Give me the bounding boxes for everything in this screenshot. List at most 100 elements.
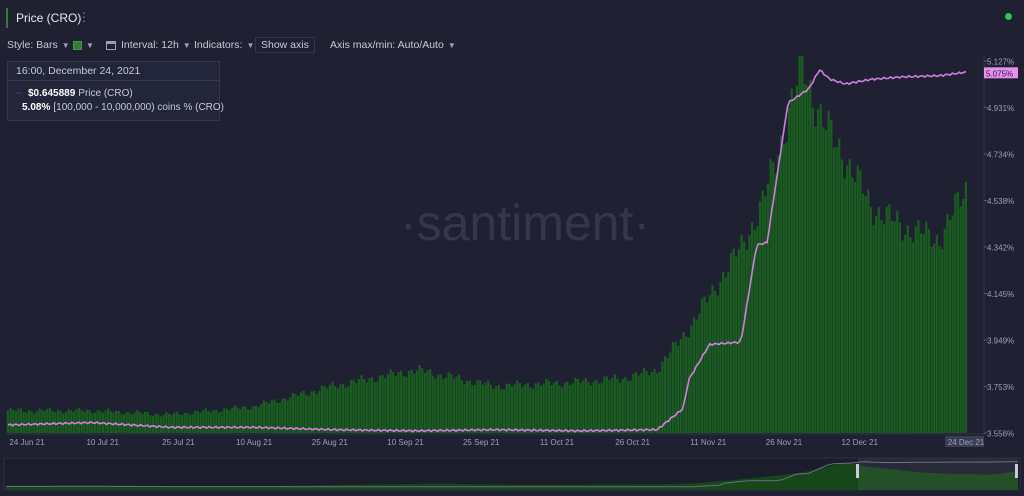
price-bar: [597, 383, 601, 433]
price-bar: [846, 165, 849, 433]
price-bar: [553, 382, 556, 433]
price-bar: [611, 377, 614, 433]
price-bar: [12, 409, 15, 433]
show-axis-label: Show axis: [255, 37, 315, 53]
chevron-down-icon: ▼: [61, 40, 70, 50]
price-bar: [460, 380, 463, 433]
price-bar: [355, 383, 358, 433]
price-bar: [347, 386, 350, 433]
price-bar: [838, 138, 841, 434]
price-bar: [893, 221, 896, 433]
price-bar: [529, 387, 532, 433]
color-swatch-icon: [73, 40, 82, 50]
price-bar: [363, 379, 366, 433]
price-bar: [561, 387, 564, 433]
price-bar: [144, 411, 147, 433]
price-bar: [948, 220, 952, 433]
price-bar: [669, 352, 672, 433]
kebab-menu-icon[interactable]: ⋮: [78, 10, 90, 24]
x-axis-tick-label: 26 Nov 21: [766, 438, 803, 447]
price-bar: [458, 374, 461, 433]
price-bar: [54, 412, 57, 433]
price-bar: [817, 108, 820, 434]
price-bar: [70, 410, 73, 433]
price-bar: [318, 391, 321, 433]
price-bar: [719, 281, 722, 433]
price-bar: [326, 388, 329, 433]
price-bar: [576, 378, 580, 433]
indicators-dropdown[interactable]: Indicators: ▼: [194, 36, 254, 54]
price-bar: [254, 405, 258, 433]
navigator-selection: [858, 458, 1018, 490]
price-bar: [732, 248, 735, 433]
price-bar: [851, 177, 854, 433]
price-bar: [136, 410, 139, 433]
price-bar: [592, 381, 595, 433]
price-bar: [571, 383, 574, 433]
x-axis-tick-label: 10 Sep 21: [387, 438, 424, 447]
price-bar: [352, 380, 355, 433]
price-bar: [867, 189, 870, 433]
price-bar: [824, 130, 828, 433]
price-bar: [175, 411, 178, 433]
price-bar: [695, 319, 698, 433]
price-bar: [122, 414, 126, 433]
price-bar: [302, 390, 305, 433]
price-bar: [510, 386, 514, 433]
price-bar: [682, 332, 685, 433]
price-bar: [281, 398, 284, 433]
tooltip-coins-value: 5.08%: [22, 101, 51, 113]
price-bar: [508, 383, 511, 433]
axis-dropdown[interactable]: Axis max/min: Auto/Auto ▼: [330, 36, 456, 54]
price-bar: [188, 415, 192, 433]
price-bar: [919, 233, 923, 433]
chevron-down-icon: ▼: [447, 40, 456, 50]
price-bar: [360, 375, 363, 433]
price-bar: [666, 357, 669, 433]
price-bar: [935, 234, 938, 433]
price-bar: [558, 385, 561, 433]
price-bar: [500, 389, 503, 433]
price-bar: [714, 290, 717, 433]
price-bar: [587, 382, 590, 433]
price-bar: [658, 371, 661, 433]
price-bar: [246, 409, 250, 433]
price-bar: [220, 411, 223, 433]
price-bar: [373, 382, 376, 433]
show-axis-button[interactable]: Show axis: [255, 36, 315, 54]
price-bar: [289, 397, 292, 433]
price-bar: [489, 384, 492, 433]
price-bar: [930, 246, 933, 433]
price-bar: [407, 370, 411, 433]
price-bar: [41, 410, 44, 433]
price-bar: [495, 386, 498, 433]
interval-dropdown[interactable]: Interval: 12h ▼: [106, 36, 191, 54]
price-bar: [600, 382, 603, 433]
price-bar: [703, 296, 706, 433]
price-bar: [305, 394, 308, 433]
price-bar: [273, 399, 276, 433]
tooltip-price-value: $0.645889: [28, 87, 76, 99]
price-bar: [671, 341, 675, 433]
price-bar: [59, 410, 62, 433]
metric-tab-price[interactable]: Price (CRO): [6, 8, 89, 28]
style-dropdown[interactable]: Style: Bars ▼: [7, 36, 70, 54]
price-bar: [157, 414, 160, 433]
price-bar: [384, 378, 387, 433]
price-bar: [922, 234, 925, 433]
price-bar: [376, 381, 379, 433]
x-axis-tick-label: 26 Oct 21: [615, 438, 650, 447]
price-bar: [941, 249, 944, 433]
color-picker[interactable]: ▼: [73, 36, 94, 54]
chevron-down-icon: ▼: [182, 40, 191, 50]
style-label: Style: Bars: [7, 39, 58, 51]
price-bar: [803, 84, 807, 434]
x-axis-tick-label: 25 Jul 21: [162, 438, 195, 447]
price-bar: [724, 277, 727, 433]
price-bar: [17, 408, 20, 433]
navigator[interactable]: [3, 457, 1021, 491]
price-bar: [550, 384, 553, 433]
price-bar: [769, 159, 772, 434]
price-bar: [466, 380, 469, 433]
